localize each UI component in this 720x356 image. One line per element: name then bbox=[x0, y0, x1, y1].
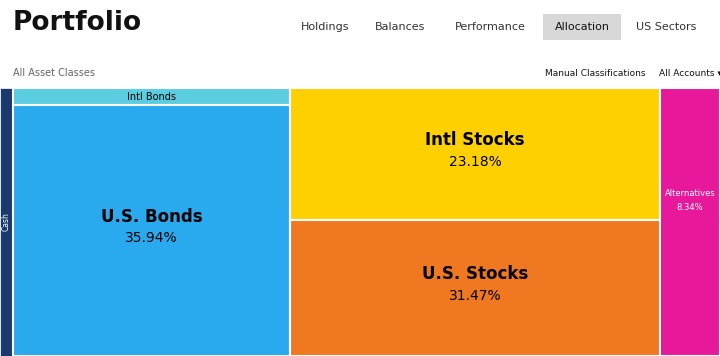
Text: Alternatives: Alternatives bbox=[665, 189, 716, 199]
FancyBboxPatch shape bbox=[660, 61, 720, 85]
Text: 8.34%: 8.34% bbox=[677, 204, 703, 213]
Text: Manual Classifications: Manual Classifications bbox=[545, 68, 645, 78]
Text: Cash: Cash bbox=[2, 213, 11, 231]
Bar bbox=[660, 88, 720, 356]
Bar bbox=[13, 105, 290, 356]
Text: Intl Bonds: Intl Bonds bbox=[127, 91, 176, 101]
Text: U.S. Stocks: U.S. Stocks bbox=[422, 265, 528, 283]
Text: US Sectors: US Sectors bbox=[636, 22, 696, 32]
Text: 31.47%: 31.47% bbox=[449, 289, 501, 303]
Bar bbox=[290, 88, 660, 220]
Text: Holdings: Holdings bbox=[301, 22, 349, 32]
Bar bbox=[0, 88, 13, 356]
Bar bbox=[290, 220, 660, 356]
Text: 35.94%: 35.94% bbox=[125, 231, 178, 246]
Text: Balances: Balances bbox=[375, 22, 426, 32]
FancyBboxPatch shape bbox=[539, 13, 626, 41]
Bar bbox=[13, 88, 290, 105]
Text: Performance: Performance bbox=[454, 22, 526, 32]
FancyBboxPatch shape bbox=[521, 61, 669, 85]
Text: 23.18%: 23.18% bbox=[449, 155, 501, 169]
Text: All Accounts ▾: All Accounts ▾ bbox=[659, 68, 720, 78]
Text: Portfolio: Portfolio bbox=[13, 10, 142, 36]
Text: Allocation: Allocation bbox=[554, 22, 610, 32]
Text: All Asset Classes: All Asset Classes bbox=[13, 68, 95, 78]
Text: Intl Stocks: Intl Stocks bbox=[426, 131, 525, 149]
Text: U.S. Bonds: U.S. Bonds bbox=[101, 208, 202, 225]
